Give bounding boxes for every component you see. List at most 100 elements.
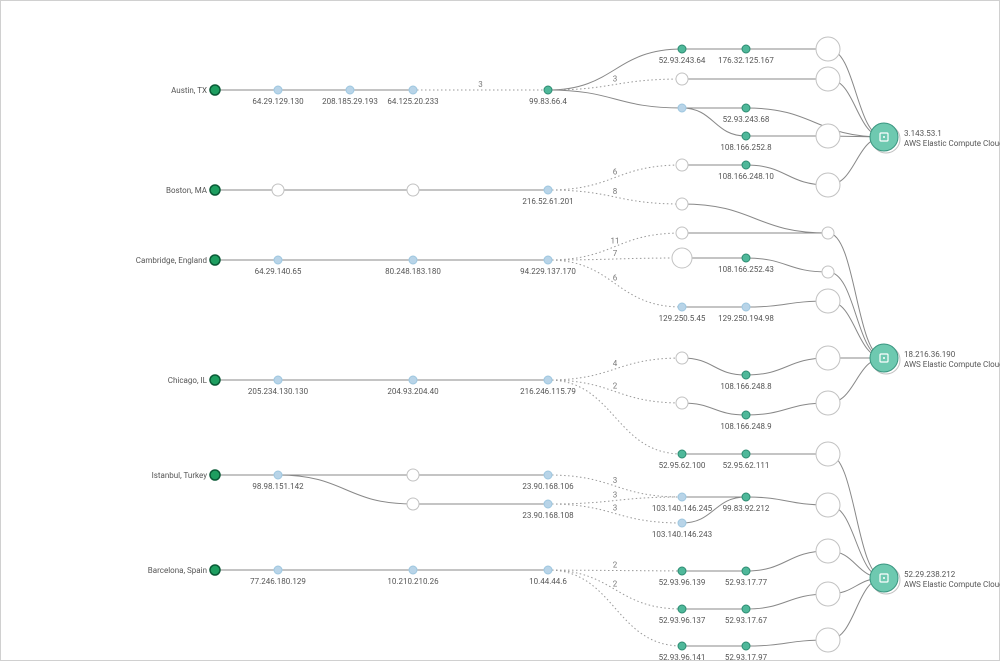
hop-node[interactable]	[742, 411, 750, 419]
hop-node[interactable]	[544, 500, 552, 508]
hop-node[interactable]	[407, 498, 419, 510]
hop-node[interactable]	[816, 628, 840, 652]
origin-node[interactable]	[210, 255, 220, 265]
hop-label: 176.32.125.167	[718, 56, 774, 65]
hop-label: 108.166.248.8	[720, 382, 772, 391]
hop-node[interactable]	[742, 254, 750, 262]
hop-node[interactable]	[822, 227, 834, 239]
hop-node[interactable]	[742, 303, 750, 311]
hop-node[interactable]	[742, 450, 750, 458]
hop-node[interactable]	[274, 86, 282, 94]
hop-node[interactable]	[409, 376, 417, 384]
hop-node[interactable]	[816, 37, 840, 61]
hop-label: 10.44.44.6	[529, 577, 567, 586]
hop-node[interactable]	[816, 289, 840, 313]
hop-label: 52.95.62.100	[659, 461, 706, 470]
trace-edge	[746, 358, 828, 375]
hop-node[interactable]	[672, 248, 692, 268]
traceroute-diagram: 336811764233322Austin, TXBoston, MACambr…	[0, 0, 1000, 661]
hop-node[interactable]	[816, 493, 840, 517]
hop-node[interactable]	[678, 642, 686, 650]
hop-node[interactable]	[742, 493, 750, 501]
origin-label: Chicago, IL	[168, 376, 208, 385]
hop-node[interactable]	[676, 352, 688, 364]
hop-node[interactable]	[742, 371, 750, 379]
hop-node[interactable]	[346, 86, 354, 94]
trace-edge	[828, 272, 884, 358]
hop-count-label: 2	[613, 561, 618, 570]
trace-edge	[682, 204, 828, 233]
hop-node[interactable]	[816, 539, 840, 563]
origin-node[interactable]	[210, 375, 220, 385]
hop-node[interactable]	[678, 45, 686, 53]
hop-label: 52.93.96.141	[659, 653, 706, 661]
hop-label: 205.234.130.130	[248, 387, 309, 396]
hop-node[interactable]	[822, 266, 834, 278]
hop-node[interactable]	[676, 159, 688, 171]
hop-node[interactable]	[816, 67, 840, 91]
hop-node[interactable]	[742, 104, 750, 112]
hop-node[interactable]	[544, 86, 552, 94]
hop-node[interactable]	[407, 469, 419, 481]
destination-provider: AWS Elastic Compute Cloud	[904, 360, 1000, 369]
hop-label: 108.166.248.9	[720, 422, 771, 431]
hop-node[interactable]	[816, 124, 840, 148]
hop-node[interactable]	[407, 184, 419, 196]
hop-node[interactable]	[678, 519, 686, 527]
hop-node[interactable]	[274, 256, 282, 264]
hop-node[interactable]	[816, 346, 840, 370]
hop-node[interactable]	[742, 605, 750, 613]
destination-provider: AWS Elastic Compute Cloud	[904, 580, 1000, 589]
hop-node[interactable]	[678, 303, 686, 311]
hop-node[interactable]	[678, 567, 686, 575]
origin-node[interactable]	[210, 470, 220, 480]
hop-node[interactable]	[544, 186, 552, 194]
hop-node[interactable]	[678, 493, 686, 501]
hop-node[interactable]	[816, 391, 840, 415]
hop-count-label: 11	[611, 237, 620, 246]
hop-node[interactable]	[544, 566, 552, 574]
hop-label: 10.210.210.26	[387, 577, 439, 586]
hop-node[interactable]	[544, 471, 552, 479]
hop-node[interactable]	[274, 376, 282, 384]
hop-node[interactable]	[678, 605, 686, 613]
origin-node[interactable]	[210, 565, 220, 575]
trace-edge	[548, 90, 682, 108]
hop-count-label: 2	[613, 382, 618, 391]
origin-node[interactable]	[210, 185, 220, 195]
hop-node[interactable]	[676, 73, 688, 85]
hop-node[interactable]	[544, 376, 552, 384]
hop-node[interactable]	[742, 45, 750, 53]
hop-node[interactable]	[409, 86, 417, 94]
origin-label: Istanbul, Turkey	[152, 471, 208, 480]
hop-label: 52.93.96.137	[659, 616, 706, 625]
hop-node[interactable]	[676, 397, 688, 409]
hop-node[interactable]	[742, 567, 750, 575]
hop-node[interactable]	[272, 184, 284, 196]
origin-node[interactable]	[210, 85, 220, 95]
hop-label: 129.250.194.98	[718, 314, 774, 323]
hop-node[interactable]	[742, 642, 750, 650]
hop-node[interactable]	[816, 442, 840, 466]
destination-ip: 52.29.238.212	[904, 570, 956, 579]
hop-node[interactable]	[409, 256, 417, 264]
hop-label: 108.166.252.43	[718, 265, 774, 274]
hop-node[interactable]	[676, 198, 688, 210]
hop-label: 52.93.243.64	[659, 56, 706, 65]
hop-node[interactable]	[816, 582, 840, 606]
hop-count-label: 7	[613, 249, 618, 258]
hop-node[interactable]	[678, 450, 686, 458]
hop-node[interactable]	[409, 566, 417, 574]
hop-node[interactable]	[676, 227, 688, 239]
hop-label: 64.29.140.65	[255, 267, 302, 276]
hop-node[interactable]	[274, 471, 282, 479]
hop-node[interactable]	[274, 566, 282, 574]
hop-node[interactable]	[742, 132, 750, 140]
hop-label: 52.93.243.68	[723, 115, 770, 124]
hop-node[interactable]	[544, 256, 552, 264]
hop-node[interactable]	[678, 104, 686, 112]
hop-node[interactable]	[742, 161, 750, 169]
hop-count-label: 8	[613, 187, 618, 196]
hop-node[interactable]	[816, 173, 840, 197]
origin-label: Barcelona, Spain	[148, 566, 207, 575]
